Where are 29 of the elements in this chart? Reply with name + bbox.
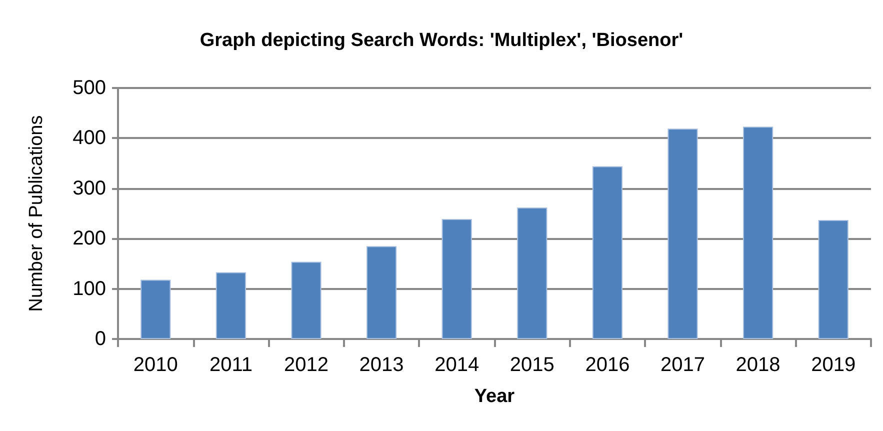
bar — [216, 272, 246, 339]
chart-title: Graph depicting Search Words: 'Multiplex', 'Biosenor' — [200, 30, 684, 51]
y-tick-label: 300 — [72, 177, 106, 200]
x-axis-title: Year — [474, 386, 516, 407]
y-tick-label: 0 — [94, 328, 106, 350]
y-tick-label: 200 — [72, 228, 106, 250]
x-tick-label: 2015 — [510, 354, 554, 376]
x-tick-label: 2011 — [209, 354, 252, 376]
y-tick-label: 400 — [72, 127, 106, 150]
x-tick-label: 2010 — [133, 354, 178, 376]
bar — [818, 220, 848, 339]
bar — [668, 128, 698, 339]
y-tick-label: 100 — [72, 278, 106, 300]
y-axis-title: Number of Publications — [26, 115, 47, 312]
bar — [742, 126, 774, 339]
bar — [592, 166, 623, 339]
x-tick-label: 2013 — [359, 354, 404, 376]
bar — [140, 280, 171, 339]
x-tick-label: 2016 — [585, 354, 630, 376]
bar — [517, 207, 548, 339]
x-tick-label: 2018 — [736, 354, 780, 376]
x-tick-label: 2014 — [434, 354, 480, 376]
x-tick-label: 2012 — [284, 354, 328, 376]
x-tick-label: 2019 — [811, 354, 856, 376]
x-tick-label: 2017 — [660, 354, 705, 376]
y-tick-label: 500 — [72, 77, 106, 99]
bar — [366, 246, 397, 339]
bar — [442, 219, 472, 339]
bar — [291, 262, 322, 339]
